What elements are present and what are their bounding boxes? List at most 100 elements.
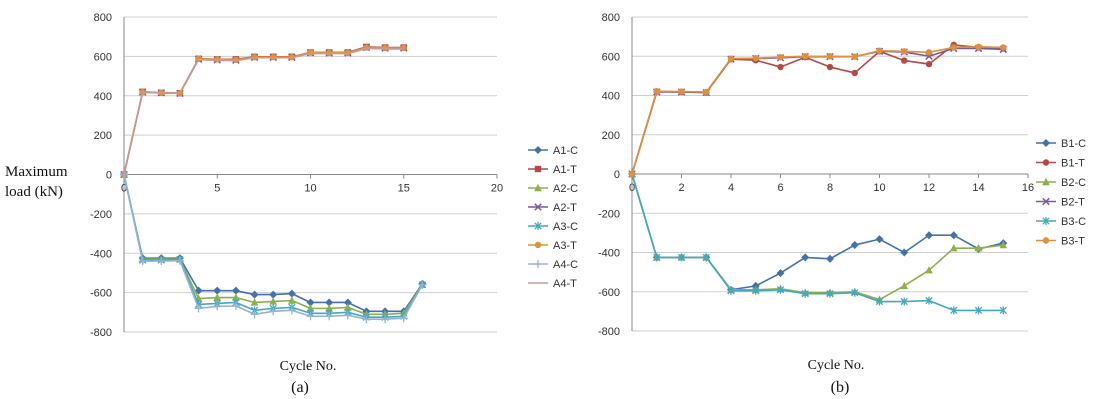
legend-label: A3-T bbox=[553, 240, 577, 252]
x-axis-title: Cycle No. bbox=[280, 359, 337, 374]
data-point bbox=[950, 306, 958, 315]
data-point bbox=[826, 254, 834, 263]
chart-panel-a: 800 600 400 200 0 -200 -400 -600 -800 0 5 10 15 20 A1-… bbox=[90, 12, 578, 396]
series-b2-t bbox=[628, 44, 1007, 178]
series-a4-t bbox=[123, 47, 404, 175]
legend-label: A2-C bbox=[553, 183, 578, 195]
data-point bbox=[343, 298, 352, 307]
data-point bbox=[678, 88, 685, 95]
data-point bbox=[727, 55, 735, 62]
legend-item: B3-T bbox=[1036, 236, 1085, 248]
y-tick-label: 0 bbox=[106, 170, 112, 182]
y-tick-label: -800 bbox=[90, 327, 112, 339]
data-point bbox=[702, 253, 710, 262]
data-point bbox=[287, 289, 296, 298]
data-point bbox=[325, 312, 334, 321]
data-point bbox=[949, 243, 958, 252]
chart-panel-b: 800 600 400 200 0 -200 -400 -600 -800 0 2 4 6 8 10 12 14… bbox=[598, 12, 1086, 396]
data-point bbox=[213, 302, 222, 311]
data-point bbox=[776, 285, 785, 294]
legend-item: A3-T bbox=[528, 240, 577, 252]
legend-label: A1-C bbox=[553, 145, 578, 157]
data-point bbox=[628, 170, 636, 178]
data-point bbox=[269, 307, 278, 316]
data-point bbox=[1000, 44, 1007, 51]
legend-marker-stroke-2 bbox=[534, 203, 542, 211]
data-point bbox=[157, 257, 166, 266]
data-point bbox=[325, 304, 333, 312]
y-tick-label: -600 bbox=[90, 288, 112, 300]
data-point bbox=[752, 55, 759, 62]
legend-item: B3-C bbox=[1036, 216, 1086, 228]
data-point bbox=[999, 240, 1008, 249]
data-point bbox=[677, 253, 686, 262]
legend-label: B3-T bbox=[1061, 236, 1085, 248]
legend-label: B2-T bbox=[1061, 197, 1085, 209]
data-point bbox=[925, 49, 933, 56]
data-point bbox=[999, 306, 1007, 315]
x-tick-label: 5 bbox=[214, 183, 220, 195]
data-point bbox=[901, 48, 908, 55]
data-point bbox=[925, 231, 933, 240]
x-tick-label: 4 bbox=[728, 182, 734, 194]
data-point bbox=[777, 54, 784, 61]
data-point bbox=[250, 298, 259, 306]
series-line bbox=[631, 173, 1004, 312]
y-tick-label: -200 bbox=[90, 209, 112, 221]
legend-marker bbox=[1042, 139, 1050, 147]
data-point bbox=[851, 69, 858, 77]
legend-marker bbox=[1042, 217, 1050, 225]
data-point bbox=[703, 88, 710, 96]
legend-marker bbox=[534, 165, 542, 173]
legend-item: B1-T bbox=[1036, 158, 1085, 170]
series-b1-c bbox=[628, 170, 1008, 294]
y-tick-label: -400 bbox=[598, 248, 620, 260]
legend-item: A2-C bbox=[528, 183, 578, 195]
data-point bbox=[925, 60, 933, 68]
y-tick-label: -800 bbox=[598, 326, 620, 338]
data-point bbox=[851, 288, 859, 297]
legend-marker bbox=[534, 183, 542, 192]
series-a4-c bbox=[120, 170, 427, 324]
data-point bbox=[826, 289, 834, 298]
legend-label: A4-T bbox=[553, 278, 577, 290]
legend-item: A4-T bbox=[528, 278, 577, 290]
legend-label: B3-C bbox=[1061, 216, 1086, 228]
legend-item: A1-C bbox=[528, 145, 578, 157]
data-point bbox=[901, 57, 908, 64]
legend-marker bbox=[1042, 177, 1050, 186]
y-tick-label: 800 bbox=[94, 12, 112, 24]
gridlines bbox=[124, 16, 497, 333]
data-point bbox=[900, 248, 909, 257]
legend-marker bbox=[534, 241, 542, 249]
data-point bbox=[213, 293, 222, 301]
shared-ylabel: Maximum load (kN) bbox=[5, 164, 68, 200]
x-tick-label: 15 bbox=[398, 183, 410, 195]
data-point bbox=[875, 297, 884, 306]
data-point bbox=[776, 269, 785, 278]
series-b1-t bbox=[628, 41, 1007, 178]
data-point bbox=[306, 312, 315, 321]
x-tick-label: 0 bbox=[121, 183, 127, 195]
data-point bbox=[288, 296, 296, 304]
legend-label: B1-T bbox=[1061, 158, 1085, 170]
data-point bbox=[399, 314, 408, 323]
legend-marker bbox=[534, 222, 542, 230]
x-tick-label: 20 bbox=[491, 183, 503, 195]
legend-item: B2-C bbox=[1036, 177, 1086, 189]
y-tick-label: -600 bbox=[598, 287, 620, 299]
legend-marker-stroke-2 bbox=[1042, 197, 1050, 206]
data-point bbox=[850, 241, 859, 250]
series-line bbox=[123, 46, 404, 175]
data-point bbox=[876, 47, 883, 54]
legend: A1-C A1-T A2-C A2-T A3-C A3-T A4-C A4-T bbox=[528, 145, 578, 290]
legend-label: A3-C bbox=[553, 221, 578, 233]
x-tick-label: 6 bbox=[777, 182, 783, 194]
data-point bbox=[949, 231, 958, 240]
data-point bbox=[974, 306, 983, 315]
data-point bbox=[802, 53, 809, 60]
legend-label: B2-C bbox=[1061, 177, 1086, 189]
legend-item: A4-C bbox=[528, 259, 578, 271]
data-point bbox=[900, 281, 909, 290]
